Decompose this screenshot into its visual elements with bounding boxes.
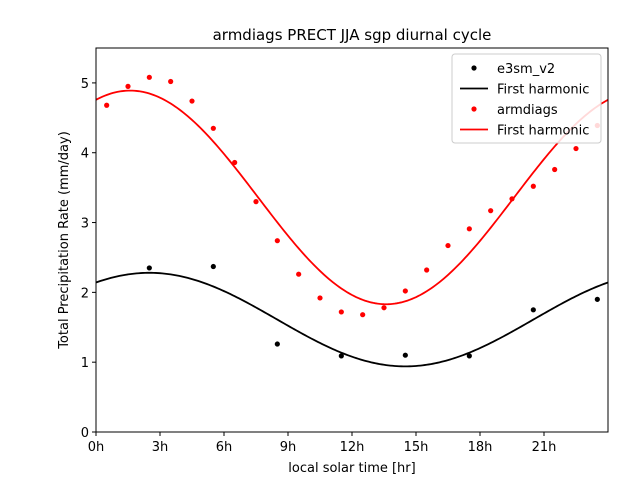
data-point-0-1 (210, 263, 216, 270)
data-point-2-21 (552, 166, 558, 173)
y-tick-label: 1 (81, 356, 89, 371)
y-tick-label: 3 (81, 217, 89, 232)
data-point-2-10 (317, 295, 323, 301)
data-point-0-6 (530, 307, 536, 313)
data-point-2-17 (466, 226, 472, 232)
y-tick-label: 2 (81, 286, 89, 301)
data-point-2-18 (488, 208, 494, 214)
x-tick-label: 15h (404, 440, 429, 455)
data-point-0-2 (274, 341, 280, 347)
data-point-2-4 (189, 98, 195, 104)
data-point-0-5 (466, 353, 472, 359)
plot-area (96, 74, 608, 368)
legend-label: First harmonic (497, 124, 589, 139)
data-point-2-1 (125, 83, 131, 89)
y-tick-label: 4 (81, 147, 89, 162)
legend-dot-swatch (471, 106, 477, 112)
data-point-2-7 (253, 199, 259, 205)
x-tick-label: 6h (216, 440, 233, 455)
x-tick-label: 9h (280, 440, 297, 455)
x-axis: 0h 3h 6h 9h 12h 15h 18h 21h (88, 432, 557, 455)
data-point-2-12 (360, 312, 366, 318)
harmonic-line-1 (96, 271, 608, 368)
legend-label: First harmonic (497, 83, 589, 98)
data-point-2-11 (338, 309, 344, 315)
x-tick-label: 18h (468, 440, 493, 455)
data-point-2-22 (573, 145, 579, 152)
x-tick-label: 12h (340, 440, 365, 455)
data-point-2-5 (210, 125, 216, 131)
data-point-2-15 (424, 267, 430, 273)
y-axis-label: Total Precipitation Rate (mm/day) (57, 131, 72, 350)
data-point-2-8 (274, 238, 280, 244)
legend-box (451, 53, 602, 144)
data-point-2-20 (530, 183, 536, 189)
data-point-2-0 (104, 102, 110, 108)
data-point-2-6 (232, 159, 238, 166)
y-axis: 0 1 2 3 4 5 (81, 77, 96, 441)
legend-label: e3sm_v2 (497, 62, 555, 77)
harmonic-line-3 (96, 89, 608, 306)
data-point-2-16 (445, 242, 451, 249)
data-point-2-3 (168, 78, 174, 85)
data-point-0-0 (146, 265, 152, 271)
x-axis-label: local solar time [hr] (288, 461, 415, 476)
legend: e3sm_v2 First harmonic armdiags First harmo… (451, 53, 602, 144)
legend-dot-swatch (471, 65, 477, 71)
data-point-0-3 (338, 353, 344, 359)
chart-title: armdiags PRECT JJA sgp diurnal cycle (213, 26, 492, 44)
legend-label: armdiags (497, 103, 558, 118)
data-point-0-4 (402, 352, 408, 358)
x-tick-label: 0h (88, 440, 105, 455)
data-point-2-9 (296, 271, 302, 277)
data-point-2-2 (146, 74, 152, 80)
x-tick-label: 3h (152, 440, 169, 455)
y-tick-label: 5 (81, 77, 89, 92)
y-tick-label: 0 (81, 426, 89, 441)
data-point-0-7 (594, 296, 600, 302)
data-point-2-14 (402, 288, 408, 294)
data-point-2-13 (381, 305, 387, 311)
x-tick-label: 21h (532, 440, 557, 455)
